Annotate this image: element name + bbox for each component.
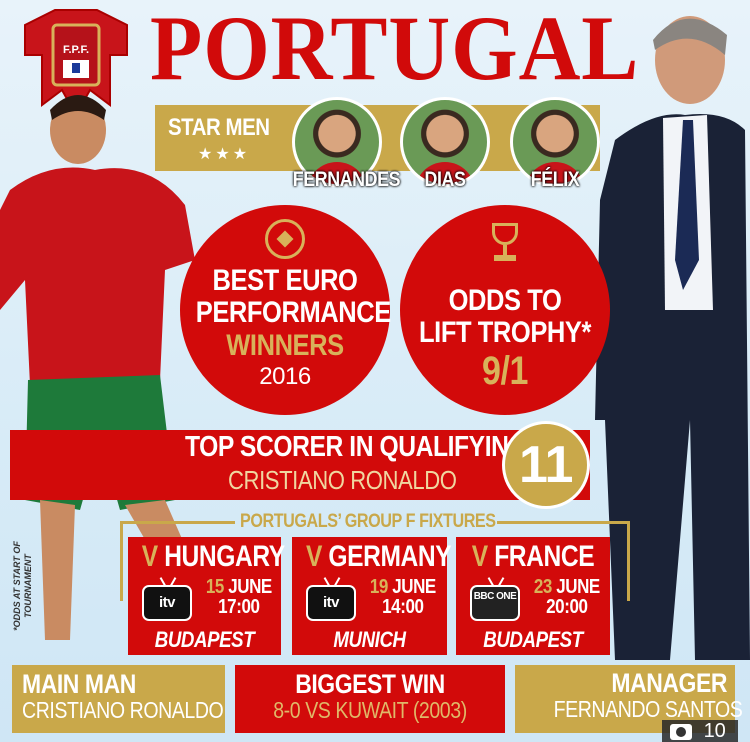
crest-text: F.P.F. (63, 44, 89, 56)
trophy-icon (486, 223, 524, 265)
biggest-win-value: 8-0 VS KUWAIT (2003) (273, 697, 467, 723)
fixture-v: V (141, 540, 158, 573)
player-photo-dias (400, 97, 490, 187)
fpf-crest-logo: F.P.F. (24, 9, 128, 117)
manager-label: MANAGER (611, 668, 727, 698)
fixture-v: V (471, 540, 488, 573)
divider (497, 521, 630, 524)
manager-box: MANAGER FERNANDO SANTOS (515, 665, 743, 733)
player-name: DIAS (424, 168, 466, 191)
main-man-label: MAIN MAN (22, 669, 136, 699)
top-scorer-bar (10, 430, 590, 500)
odds-value: 9/1 (481, 349, 528, 393)
divider (627, 521, 630, 601)
gallery-button[interactable]: 10 (662, 720, 738, 742)
fixture-city: BUDAPEST (483, 627, 583, 652)
odds-line1: ODDS TO (448, 284, 562, 317)
fixture-time: 17:00 (218, 596, 260, 618)
top-scorer-goals: 11 (502, 421, 590, 509)
best-euro-year: 2016 (259, 363, 311, 390)
biggest-win-box: BIGGEST WIN 8-0 VS KUWAIT (2003) (235, 665, 505, 733)
star-men-label: STAR MEN (168, 114, 270, 141)
best-euro-performance-circle: BEST EURO PERFORMANCE WINNERS 2016 (180, 205, 392, 415)
fixture-time: 14:00 (382, 596, 424, 618)
main-man-value: CRISTIANO RONALDO (22, 697, 224, 723)
itv-logo-icon: itv (306, 585, 356, 621)
odds-footnote: *ODDS AT START OF TOURNAMENT (12, 541, 33, 631)
fixture-day: 19 (369, 576, 388, 598)
football-icon (265, 219, 305, 259)
fixture-opponent: FRANCE (494, 540, 595, 573)
fixture-month: JUNE (228, 576, 272, 598)
fixture-month: JUNE (556, 576, 600, 598)
fixture-card-germany: V GERMANY itv 19 JUNE 14:00 MUNICH (292, 537, 452, 655)
santos-photo (595, 16, 750, 660)
player-name: FERNANDES (292, 168, 401, 191)
main-man-box: MAIN MAN CRISTIANO RONALDO (12, 665, 225, 733)
fixture-time: 20:00 (546, 596, 588, 618)
player-name: FÉLIX (530, 168, 580, 191)
fixture-city: MUNICH (333, 627, 406, 652)
fixture-card-hungary: V HUNGARY itv 15 JUNE 17:00 BUDAPEST (128, 537, 285, 655)
fixtures-label: PORTUGALS’ GROUP F FIXTURES (240, 511, 496, 532)
bbc-one-logo-icon: BBC ONE (470, 585, 520, 621)
fixture-opponent: HUNGARY (164, 540, 285, 573)
best-euro-line2: PERFORMANCE (195, 296, 392, 329)
page-title: PORTUGAL (150, 0, 640, 99)
fixture-card-france: V FRANCE BBC ONE 23 JUNE 20:00 BUDAPEST (456, 537, 610, 655)
biggest-win-label: BIGGEST WIN (295, 669, 445, 699)
fixture-v: V (305, 540, 322, 573)
fixture-day: 23 (533, 576, 552, 598)
manager-value: FERNANDO SANTOS (553, 696, 743, 722)
odds-circle: ODDS TO LIFT TROPHY* 9/1 (400, 205, 610, 415)
gallery-count: 10 (703, 720, 726, 742)
fixture-city: BUDAPEST (154, 627, 255, 652)
star-rating: ★★★ (198, 146, 251, 163)
top-scorer-name: CRISTIANO RONALDO (228, 465, 457, 495)
best-euro-result: WINNERS (226, 329, 344, 362)
top-scorer-label: TOP SCORER IN QUALIFYING (185, 431, 528, 463)
itv-logo-icon: itv (142, 585, 192, 621)
camera-icon (670, 723, 692, 740)
divider (120, 521, 235, 524)
odds-line2: LIFT TROPHY* (419, 316, 591, 349)
player-photo-fernandes (292, 97, 382, 187)
fixture-opponent: GERMANY (328, 540, 452, 573)
best-euro-line1: BEST EURO (212, 264, 358, 297)
fixture-month: JUNE (392, 576, 436, 598)
divider (120, 521, 123, 601)
fixture-day: 15 (205, 576, 224, 598)
